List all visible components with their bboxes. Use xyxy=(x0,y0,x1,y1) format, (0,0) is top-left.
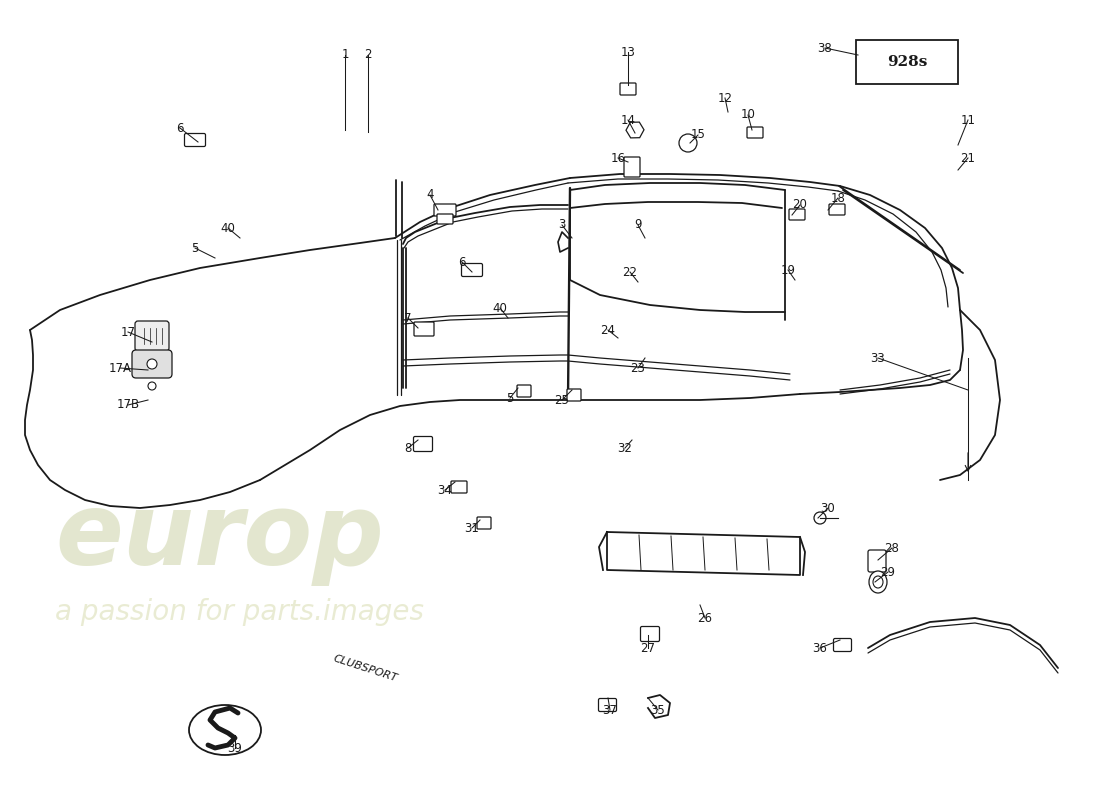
Text: 928s: 928s xyxy=(887,55,927,69)
FancyBboxPatch shape xyxy=(620,83,636,95)
FancyBboxPatch shape xyxy=(868,550,886,572)
Text: 13: 13 xyxy=(620,46,636,58)
Text: 28: 28 xyxy=(884,542,900,554)
Circle shape xyxy=(814,512,826,524)
FancyBboxPatch shape xyxy=(829,204,845,215)
Text: 8: 8 xyxy=(405,442,411,454)
FancyBboxPatch shape xyxy=(598,698,616,711)
Text: 7: 7 xyxy=(405,311,411,325)
Ellipse shape xyxy=(869,571,887,593)
Text: 33: 33 xyxy=(870,351,886,365)
FancyBboxPatch shape xyxy=(856,40,958,84)
Text: 27: 27 xyxy=(640,642,656,654)
Text: 3: 3 xyxy=(559,218,565,231)
Text: 5: 5 xyxy=(506,391,514,405)
Text: 16: 16 xyxy=(610,151,626,165)
FancyBboxPatch shape xyxy=(624,157,640,177)
Text: CLUBSPORT: CLUBSPORT xyxy=(332,654,398,684)
Text: 15: 15 xyxy=(691,129,705,142)
FancyBboxPatch shape xyxy=(462,263,483,277)
Text: 17B: 17B xyxy=(117,398,140,411)
Text: 40: 40 xyxy=(493,302,507,314)
Text: 19: 19 xyxy=(781,263,795,277)
Text: 38: 38 xyxy=(817,42,833,54)
FancyBboxPatch shape xyxy=(477,517,491,529)
Text: 24: 24 xyxy=(601,323,616,337)
FancyBboxPatch shape xyxy=(434,204,456,216)
Text: a passion for parts.images: a passion for parts.images xyxy=(55,598,424,626)
FancyBboxPatch shape xyxy=(414,322,435,336)
Text: 34: 34 xyxy=(438,483,452,497)
Text: 1: 1 xyxy=(341,49,349,62)
FancyBboxPatch shape xyxy=(451,481,468,493)
Circle shape xyxy=(148,382,156,390)
FancyBboxPatch shape xyxy=(135,321,169,351)
Text: 10: 10 xyxy=(740,109,756,122)
FancyBboxPatch shape xyxy=(834,638,851,651)
Text: 32: 32 xyxy=(617,442,632,454)
Text: 4: 4 xyxy=(427,189,433,202)
Text: europ: europ xyxy=(55,489,384,586)
Text: 6: 6 xyxy=(459,255,465,269)
Text: 31: 31 xyxy=(464,522,480,534)
FancyBboxPatch shape xyxy=(414,437,432,451)
Text: 30: 30 xyxy=(821,502,835,514)
Text: 29: 29 xyxy=(880,566,895,578)
Text: 11: 11 xyxy=(960,114,976,126)
Circle shape xyxy=(147,359,157,369)
Text: 14: 14 xyxy=(620,114,636,126)
Text: 9: 9 xyxy=(635,218,641,231)
FancyBboxPatch shape xyxy=(747,127,763,138)
Text: 22: 22 xyxy=(623,266,638,278)
Circle shape xyxy=(679,134,697,152)
Text: 23: 23 xyxy=(630,362,646,374)
Text: 18: 18 xyxy=(830,191,846,205)
Text: 5: 5 xyxy=(191,242,199,254)
Text: 21: 21 xyxy=(960,151,976,165)
Text: 36: 36 xyxy=(813,642,827,654)
Text: 17A: 17A xyxy=(109,362,132,374)
FancyBboxPatch shape xyxy=(640,626,660,642)
Text: 17: 17 xyxy=(121,326,135,338)
FancyBboxPatch shape xyxy=(437,214,453,224)
Text: 39: 39 xyxy=(228,742,242,754)
Text: 40: 40 xyxy=(221,222,235,234)
Ellipse shape xyxy=(189,705,261,755)
Text: 6: 6 xyxy=(176,122,184,134)
FancyBboxPatch shape xyxy=(566,389,581,401)
FancyBboxPatch shape xyxy=(132,350,172,378)
Text: 35: 35 xyxy=(650,703,666,717)
FancyBboxPatch shape xyxy=(517,385,531,397)
Text: 20: 20 xyxy=(793,198,807,211)
Text: 25: 25 xyxy=(554,394,570,406)
Text: 26: 26 xyxy=(697,611,713,625)
Text: 12: 12 xyxy=(717,91,733,105)
FancyBboxPatch shape xyxy=(185,134,206,146)
Text: 2: 2 xyxy=(364,49,372,62)
Ellipse shape xyxy=(873,576,883,588)
FancyBboxPatch shape xyxy=(789,209,805,220)
Text: 37: 37 xyxy=(603,703,617,717)
